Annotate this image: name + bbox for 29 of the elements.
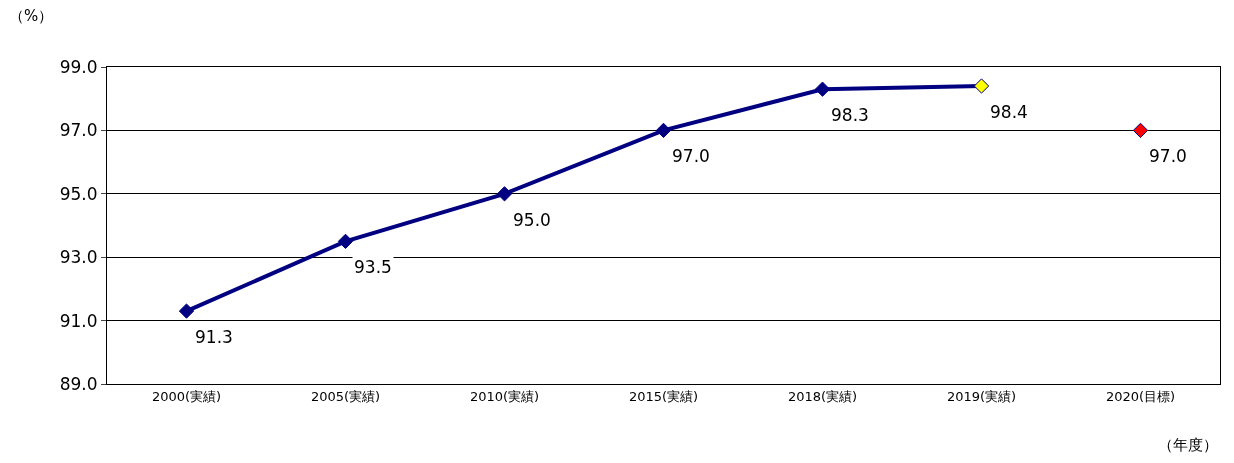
x-tick-label: 2018(実績)	[787, 388, 858, 404]
point	[496, 186, 513, 202]
x-tick-label: 2015(実績)	[628, 388, 699, 404]
y-tick-label: 91.0	[59, 310, 98, 331]
data-label: 95.0	[513, 210, 551, 230]
y-tick-label: 99.0	[59, 56, 98, 77]
point	[178, 303, 195, 319]
x-tick-label: 2010(実績)	[469, 388, 540, 404]
point	[814, 81, 831, 97]
data-label: 98.4	[990, 102, 1028, 122]
data-label: 97.0	[672, 146, 710, 166]
y-tick-label: 89.0	[59, 373, 98, 394]
point	[655, 122, 672, 139]
point	[973, 78, 990, 94]
x-axis-title: （年度）	[1158, 436, 1218, 454]
point	[337, 233, 354, 249]
x-tick-label: 2005(実績)	[310, 388, 381, 404]
data-label: 98.3	[831, 105, 869, 125]
y-axis-title: （%）	[9, 7, 54, 25]
x-tick-label: 2020(目標)	[1105, 388, 1176, 404]
data-label: 97.0	[1149, 146, 1187, 166]
x-tick-label: 2019(実績)	[946, 388, 1017, 404]
y-tick-label: 93.0	[59, 247, 98, 268]
data-label: 93.5	[354, 257, 392, 277]
y-tick-label: 95.0	[59, 183, 98, 204]
x-tick-label: 2000(実績)	[151, 388, 222, 404]
point	[1132, 122, 1149, 139]
data-label: 91.3	[195, 327, 233, 347]
y-tick-label: 97.0	[59, 120, 98, 141]
